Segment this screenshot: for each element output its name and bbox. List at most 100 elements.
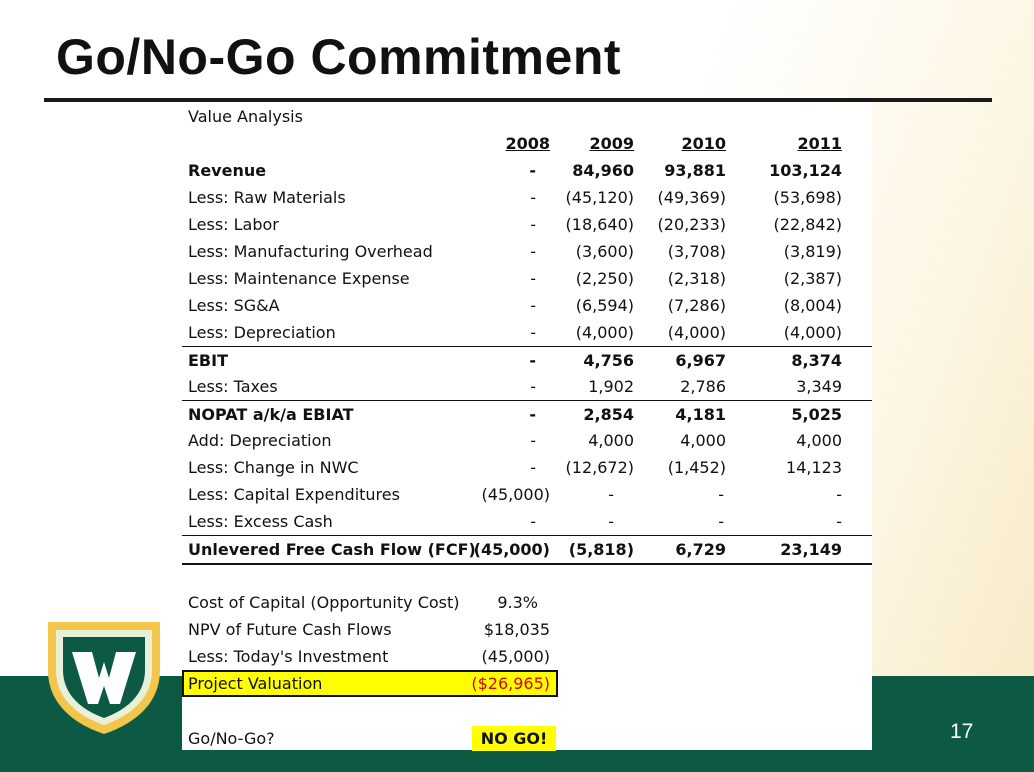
table-row: Less: Depreciation - (4,000) (4,000) (4,000) <box>182 319 872 346</box>
cell-2008: (45,000) <box>481 485 550 504</box>
cell-2010: (49,369) <box>657 188 726 207</box>
cell-2008: - <box>529 161 536 180</box>
cell-2009: 84,960 <box>572 161 634 180</box>
summary-label: NPV of Future Cash Flows <box>188 620 392 639</box>
row-label: NOPAT a/k/a EBIAT <box>188 405 354 424</box>
cell-2010: (7,286) <box>667 296 726 315</box>
slide-title: Go/No-Go Commitment <box>56 29 622 85</box>
cell-2008: (45,000) <box>473 540 550 559</box>
decision-badge: NO GO! <box>472 726 556 751</box>
cell-2009: (5,818) <box>568 540 634 559</box>
cell-2010: (1,452) <box>667 458 726 477</box>
cell-2009: (3,600) <box>575 242 634 261</box>
table-row: Less: Maintenance Expense - (2,250) (2,318)… <box>182 265 872 292</box>
cell-2008: - <box>530 431 536 450</box>
row-label: EBIT <box>188 351 228 370</box>
cell-2009: (18,640) <box>565 215 634 234</box>
row-label: Unlevered Free Cash Flow (FCF) <box>188 540 476 559</box>
table-row: Less: SG&A - (6,594) (7,286) (8,004) <box>182 292 872 319</box>
cell-2008: - <box>530 188 536 207</box>
year-header: 2011 <box>797 134 842 153</box>
cell-2008: - <box>529 351 536 370</box>
cell-2011: (53,698) <box>773 188 842 207</box>
cell-2009: 4,000 <box>588 431 634 450</box>
row-label: Less: Manufacturing Overhead <box>188 242 433 261</box>
row-label: Less: Depreciation <box>188 323 336 342</box>
row-label: Less: Maintenance Expense <box>188 269 410 288</box>
summary-value: (45,000) <box>481 647 550 666</box>
table-row: Less: Raw Materials - (45,120) (49,369) (53,… <box>182 184 872 211</box>
summary-row-npv: NPV of Future Cash Flows $18,035 <box>182 616 872 643</box>
decision-label: Go/No-Go? <box>188 729 275 748</box>
cell-2008: - <box>530 512 536 531</box>
cell-2011: (3,819) <box>783 242 842 261</box>
cell-2009: - <box>608 485 614 504</box>
cell-2010: - <box>718 512 724 531</box>
cell-2009: - <box>608 512 614 531</box>
row-label: Less: Taxes <box>188 377 278 396</box>
decision-row: Go/No-Go? <box>182 725 872 752</box>
table-row: Add: Depreciation - 4,000 4,000 4,000 <box>182 427 872 454</box>
row-label: Less: Capital Expenditures <box>188 485 400 504</box>
cell-2010: (3,708) <box>667 242 726 261</box>
summary-label: Less: Today's Investment <box>188 647 389 666</box>
cell-2011: - <box>836 512 842 531</box>
cell-2011: 3,349 <box>796 377 842 396</box>
cell-2008: - <box>530 296 536 315</box>
cell-2008: - <box>530 215 536 234</box>
cell-2010: - <box>718 485 724 504</box>
valuation-value: ($26,965) <box>471 674 550 693</box>
row-label: Less: Labor <box>188 215 279 234</box>
cell-2011: (8,004) <box>783 296 842 315</box>
table-row: Unlevered Free Cash Flow (FCF) (45,000) (5… <box>182 535 872 565</box>
cell-2010: 6,729 <box>675 540 726 559</box>
row-label: Less: Excess Cash <box>188 512 333 531</box>
table-row: Less: Taxes - 1,902 2,786 3,349 <box>182 373 872 400</box>
title-underline <box>44 98 992 102</box>
cell-2010: 93,881 <box>664 161 726 180</box>
row-label: Less: SG&A <box>188 296 280 315</box>
table-row: Less: Change in NWC - (12,672) (1,452) 14,12… <box>182 454 872 481</box>
cell-2010: 4,000 <box>680 431 726 450</box>
page-number: 17 <box>950 720 974 743</box>
table-row: Less: Manufacturing Overhead - (3,600) (3,7… <box>182 238 872 265</box>
table-row: Less: Labor - (18,640) (20,233) (22,842) <box>182 211 872 238</box>
cell-2010: (20,233) <box>657 215 726 234</box>
cell-2009: (6,594) <box>575 296 634 315</box>
cell-2009: (45,120) <box>565 188 634 207</box>
cell-2010: (2,318) <box>667 269 726 288</box>
table-row: Less: Capital Expenditures (45,000) - - - <box>182 481 872 508</box>
cell-2011: 8,374 <box>791 351 842 370</box>
year-header: 2008 <box>505 134 550 153</box>
cell-2011: (4,000) <box>783 323 842 342</box>
cell-2010: 4,181 <box>675 405 726 424</box>
wayne-state-w-shield-icon <box>48 622 160 734</box>
cell-2008: - <box>530 377 536 396</box>
summary-value: $18,035 <box>483 620 550 639</box>
cell-2008: - <box>530 323 536 342</box>
cell-2011: 23,149 <box>780 540 842 559</box>
summary-value: 9.3% <box>497 593 538 612</box>
project-valuation-highlight: Project Valuation ($26,965) <box>182 670 558 697</box>
summary-row-cost-of-capital: Cost of Capital (Opportunity Cost) 9.3% <box>182 589 872 616</box>
row-label: Add: Depreciation <box>188 431 332 450</box>
cell-2009: (2,250) <box>575 269 634 288</box>
table-row: Revenue - 84,960 93,881 103,124 <box>182 157 872 184</box>
row-label: Revenue <box>188 161 267 180</box>
cell-2010: 6,967 <box>675 351 726 370</box>
cell-2011: (2,387) <box>783 269 842 288</box>
row-label: Less: Raw Materials <box>188 188 346 207</box>
row-label: Less: Change in NWC <box>188 458 359 477</box>
sheet-caption: Value Analysis <box>188 107 303 126</box>
cell-2009: 1,902 <box>588 377 634 396</box>
cell-2010: (4,000) <box>667 323 726 342</box>
cell-2009: (4,000) <box>575 323 634 342</box>
cell-2011: - <box>836 485 842 504</box>
cell-2008: - <box>530 269 536 288</box>
cell-2009: 2,854 <box>583 405 634 424</box>
summary-label: Cost of Capital (Opportunity Cost) <box>188 593 460 612</box>
year-header: 2009 <box>589 134 634 153</box>
table-row: NOPAT a/k/a EBIAT - 2,854 4,181 5,025 <box>182 400 872 428</box>
valuation-label: Project Valuation <box>188 674 323 693</box>
cell-2008: - <box>530 242 536 261</box>
